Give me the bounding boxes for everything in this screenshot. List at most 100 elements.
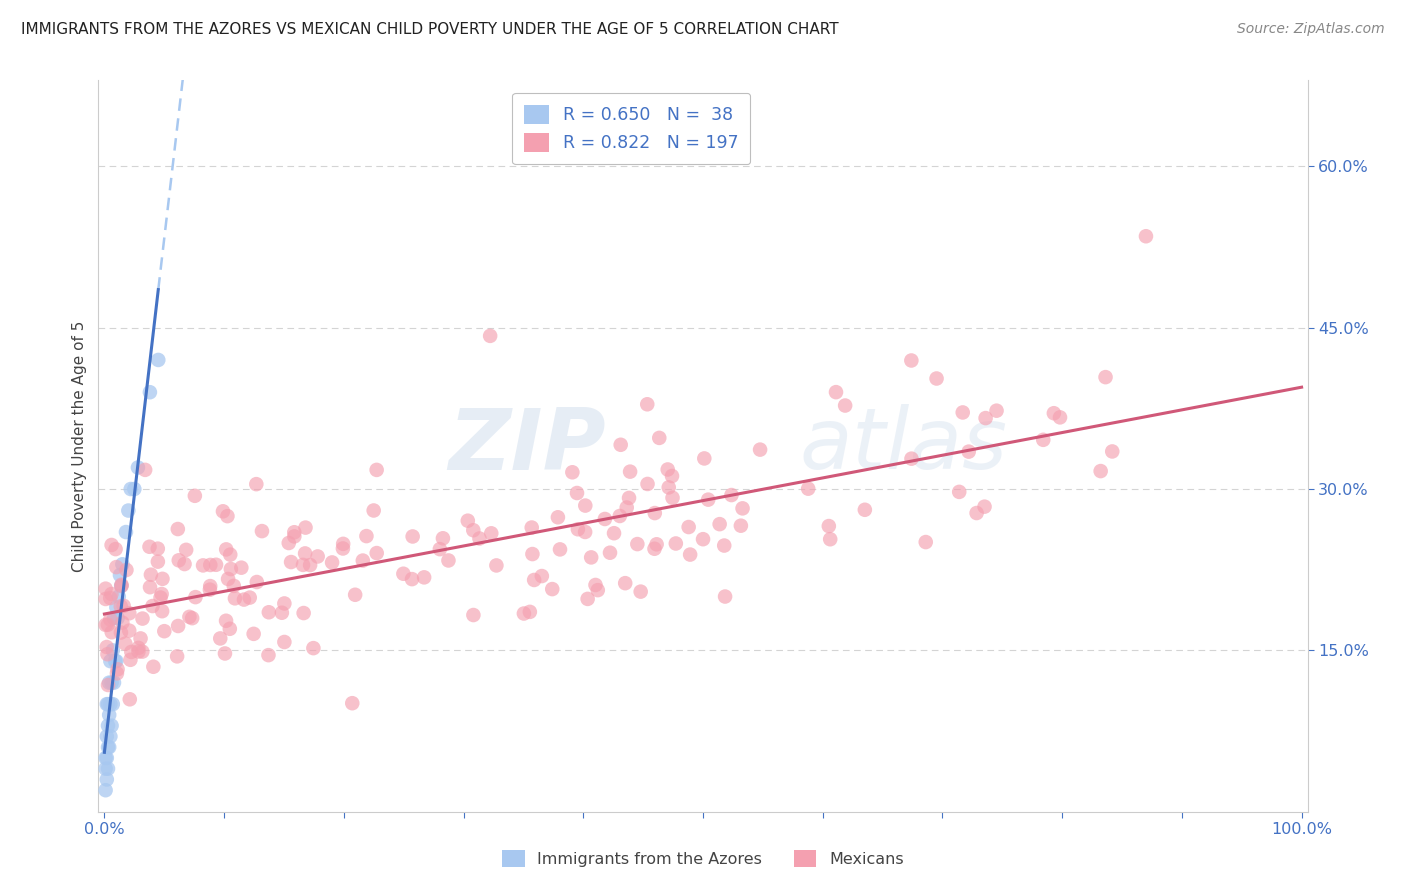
Point [124,482,146,496]
Point [104,654,127,668]
Point [567,522,589,536]
Point [96,640,118,654]
Point [152,572,174,586]
Point [242,627,264,641]
Point [101,697,124,711]
Point [479,329,502,343]
Point [1090,464,1112,478]
Point [118,606,141,620]
Point [541,582,564,596]
Point [825,385,848,400]
Point [215,542,238,557]
Point [1135,229,1157,244]
Point [565,486,588,500]
Point [117,503,139,517]
Y-axis label: Child Poverty Under the Age of 5: Child Poverty Under the Age of 5 [72,320,87,572]
Point [1032,433,1054,447]
Point [693,451,716,466]
Point [900,451,922,466]
Point [593,512,616,526]
Point [209,632,232,646]
Point [661,491,683,505]
Point [277,536,299,550]
Point [363,503,385,517]
Point [148,353,170,368]
Point [519,605,541,619]
Point [457,514,479,528]
Point [356,529,378,543]
Point [429,542,451,557]
Point [114,637,136,651]
Text: ZIP: ZIP [449,404,606,488]
Point [127,460,149,475]
Point [97,697,120,711]
Point [321,556,343,570]
Point [523,573,546,587]
Point [239,591,262,605]
Point [714,590,737,604]
Point [599,546,621,560]
Point [139,567,162,582]
Point [105,560,128,574]
Point [98,612,121,626]
Point [307,549,329,564]
Point [100,675,122,690]
Point [619,465,641,479]
Point [120,482,142,496]
Point [127,640,149,655]
Point [520,520,543,534]
Point [834,399,856,413]
Point [146,555,169,569]
Point [257,605,280,619]
Point [1101,444,1123,458]
Point [957,444,980,458]
Point [250,524,273,538]
Point [100,625,122,640]
Point [585,578,607,592]
Point [661,469,683,483]
Point [974,411,997,425]
Point [94,582,117,596]
Point [174,542,197,557]
Point [100,697,122,711]
Point [153,624,176,639]
Point [110,578,132,592]
Point [166,649,188,664]
Point [149,591,172,605]
Point [108,568,131,582]
Point [100,730,122,744]
Point [245,477,267,491]
Point [127,644,149,658]
Point [110,579,132,593]
Point [96,751,118,765]
Point [179,610,201,624]
Point [184,590,207,604]
Point [198,582,221,597]
Point [173,557,195,571]
Legend: R = 0.650   N =  38, R = 0.822   N = 197: R = 0.650 N = 38, R = 0.822 N = 197 [512,93,751,164]
Point [513,607,536,621]
Point [214,647,236,661]
Point [110,599,132,614]
Point [283,529,305,543]
Point [94,591,117,606]
Point [115,563,138,577]
Point [166,522,188,536]
Point [110,625,132,640]
Point [280,555,302,569]
Point [97,719,120,733]
Point [94,762,117,776]
Point [614,576,637,591]
Point [479,526,502,541]
Point [547,510,569,524]
Point [697,492,720,507]
Point [658,480,681,494]
Point [797,482,820,496]
Point [111,558,134,572]
Point [948,484,970,499]
Point [900,353,922,368]
Point [218,622,240,636]
Point [952,405,974,419]
Point [94,783,117,797]
Point [332,541,354,556]
